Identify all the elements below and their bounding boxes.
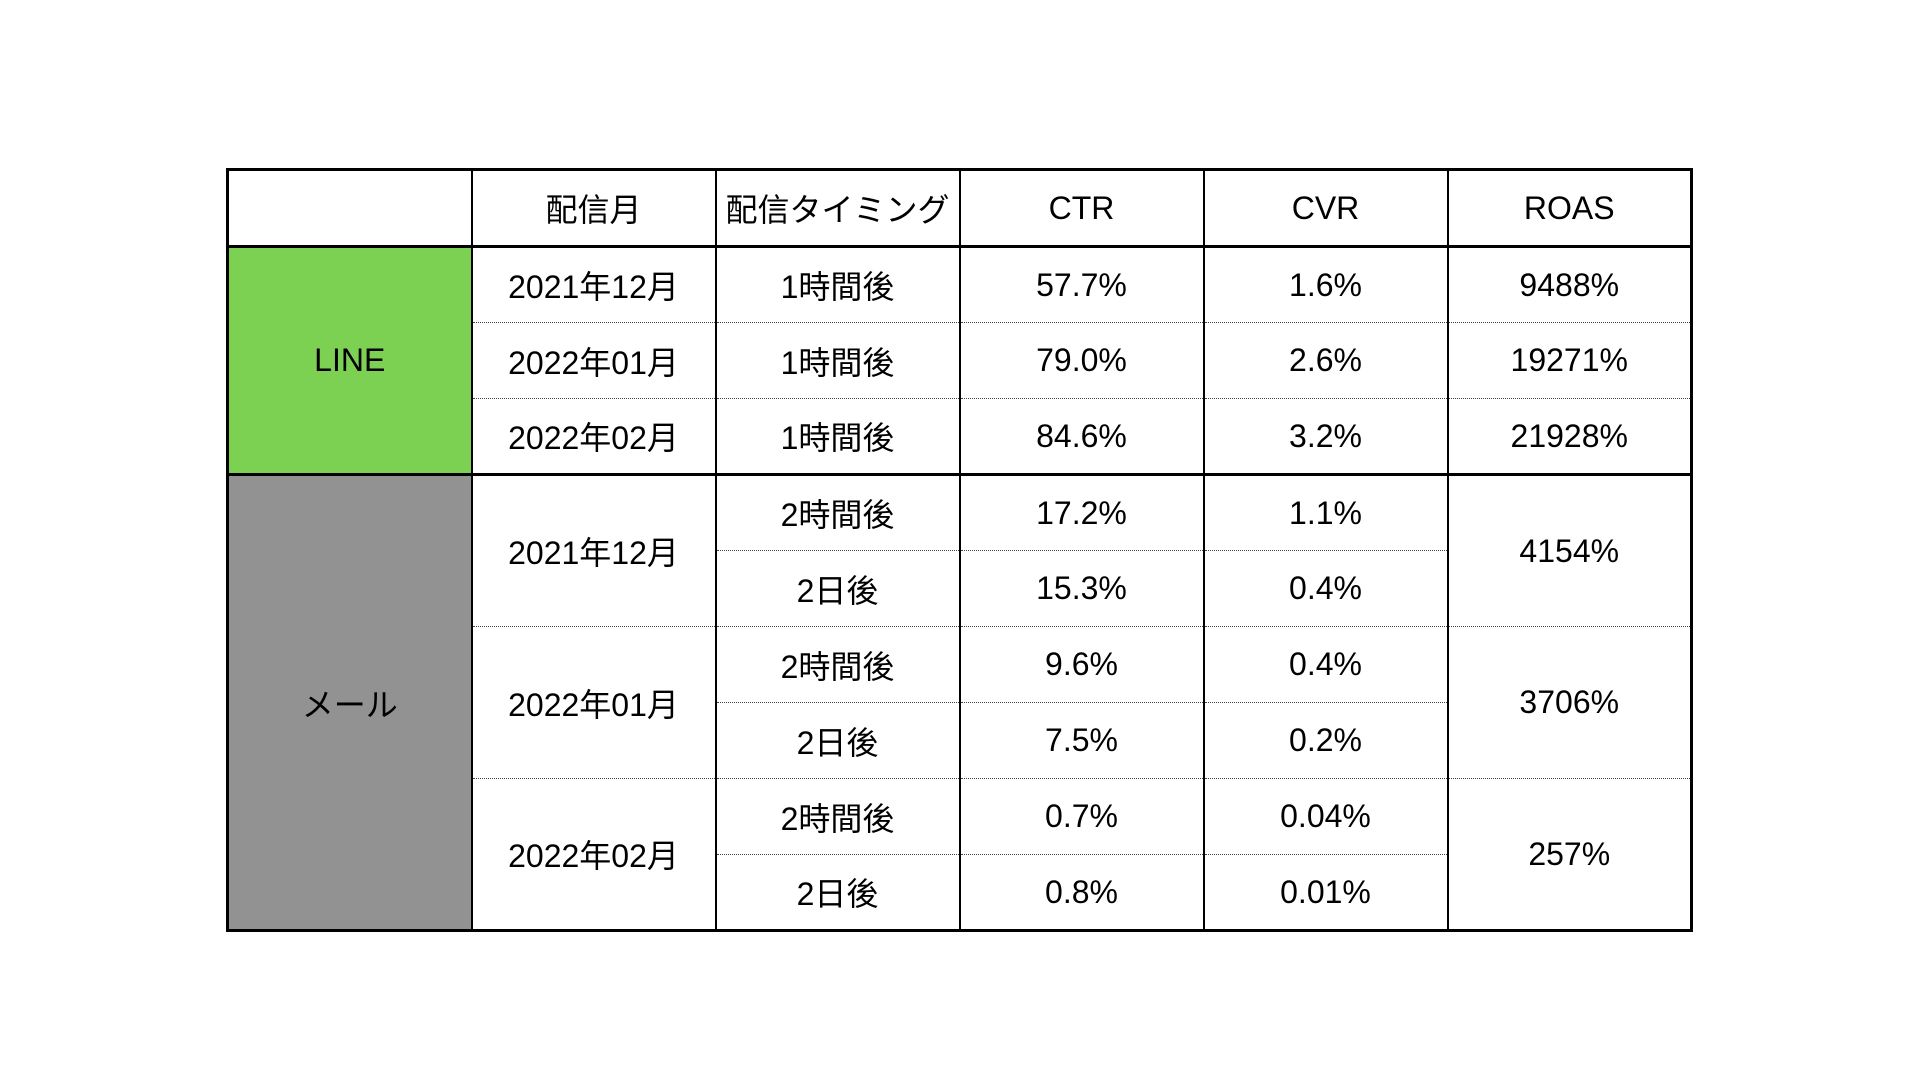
cell-month: 2022年02月	[470, 778, 716, 931]
cell-month: 2022年01月	[470, 322, 716, 399]
cell-cvr: 0.04%	[1202, 778, 1448, 855]
table-row-mail-3: 2022年01月 2時間後 9.6% 0.4% 3706%	[228, 626, 1692, 779]
cell-ctr: 0.8%	[958, 854, 1204, 931]
cell-cvr: 1.6%	[1202, 246, 1448, 323]
cell-month: 2021年12月	[470, 473, 716, 627]
cell-cvr: 1.1%	[1202, 473, 1448, 551]
cell-timing: 2時間後	[714, 778, 960, 855]
header-cell-channel	[226, 169, 472, 248]
header-cell-month: 配信月	[470, 169, 716, 248]
cell-cvr: 0.4%	[1202, 626, 1448, 703]
table-row-mail-4: 2日後 7.5% 0.2%	[228, 702, 1692, 779]
mail-section-label: メール	[226, 473, 472, 931]
line-section-label: LINE	[226, 246, 472, 475]
cell-timing: 2時間後	[714, 473, 960, 551]
table-row-line-2: 2022年01月 1時間後 79.0% 2.6% 19271%	[228, 322, 1692, 399]
header-cell-timing: 配信タイミング	[714, 169, 960, 248]
cell-roas: 4154%	[1446, 473, 1692, 627]
cell-ctr: 57.7%	[958, 246, 1204, 323]
cell-cvr: 2.6%	[1202, 322, 1448, 399]
cell-ctr: 7.5%	[958, 702, 1204, 779]
cell-roas: 257%	[1446, 778, 1692, 931]
header-cell-ctr: CTR	[958, 169, 1204, 248]
cell-roas: 3706%	[1446, 626, 1692, 779]
cell-roas: 19271%	[1446, 322, 1692, 399]
cell-roas: 21928%	[1446, 398, 1692, 475]
cell-timing: 2日後	[714, 550, 960, 627]
cell-cvr: 0.01%	[1202, 854, 1448, 931]
table-row-line-1: LINE 2021年12月 1時間後 57.7% 1.6% 9488%	[226, 246, 1692, 475]
cell-month: 2021年12月	[470, 246, 716, 323]
table-row-mail-6: 2日後 0.8% 0.01%	[228, 854, 1692, 931]
cell-ctr: 84.6%	[958, 398, 1204, 475]
cell-ctr: 9.6%	[958, 626, 1204, 703]
cell-month: 2022年01月	[470, 626, 716, 779]
table-row-mail-5: 2022年02月 2時間後 0.7% 0.04% 257%	[228, 778, 1692, 931]
cell-timing: 1時間後	[714, 398, 960, 475]
cell-cvr: 0.2%	[1202, 702, 1448, 779]
cell-ctr: 17.2%	[958, 473, 1204, 551]
header-row: 配信月 配信タイミング CTR CVR ROAS	[226, 169, 1692, 248]
cell-roas: 9488%	[1446, 246, 1692, 323]
cell-cvr: 0.4%	[1202, 550, 1448, 627]
header-cell-roas: ROAS	[1446, 169, 1692, 248]
cell-ctr: 15.3%	[958, 550, 1204, 627]
cell-ctr: 79.0%	[958, 322, 1204, 399]
cell-cvr: 3.2%	[1202, 398, 1448, 475]
header-cell-cvr: CVR	[1202, 169, 1448, 248]
cell-timing: 2日後	[714, 702, 960, 779]
cell-month: 2022年02月	[470, 398, 716, 475]
table-row-mail-2: 2日後 15.3% 0.4%	[228, 550, 1692, 627]
cell-timing: 2日後	[714, 854, 960, 931]
cell-ctr: 0.7%	[958, 778, 1204, 855]
cell-timing: 1時間後	[714, 246, 960, 323]
cell-timing: 1時間後	[714, 322, 960, 399]
table-row-line-3: 2022年02月 1時間後 84.6% 3.2% 21928%	[228, 398, 1692, 475]
metrics-table: 配信月 配信タイミング CTR CVR ROAS LINE 2021年12月 1…	[226, 168, 1693, 932]
cell-timing: 2時間後	[714, 626, 960, 703]
table-row-mail-1: メール 2021年12月 2時間後 17.2% 1.1% 4154%	[226, 473, 1692, 931]
